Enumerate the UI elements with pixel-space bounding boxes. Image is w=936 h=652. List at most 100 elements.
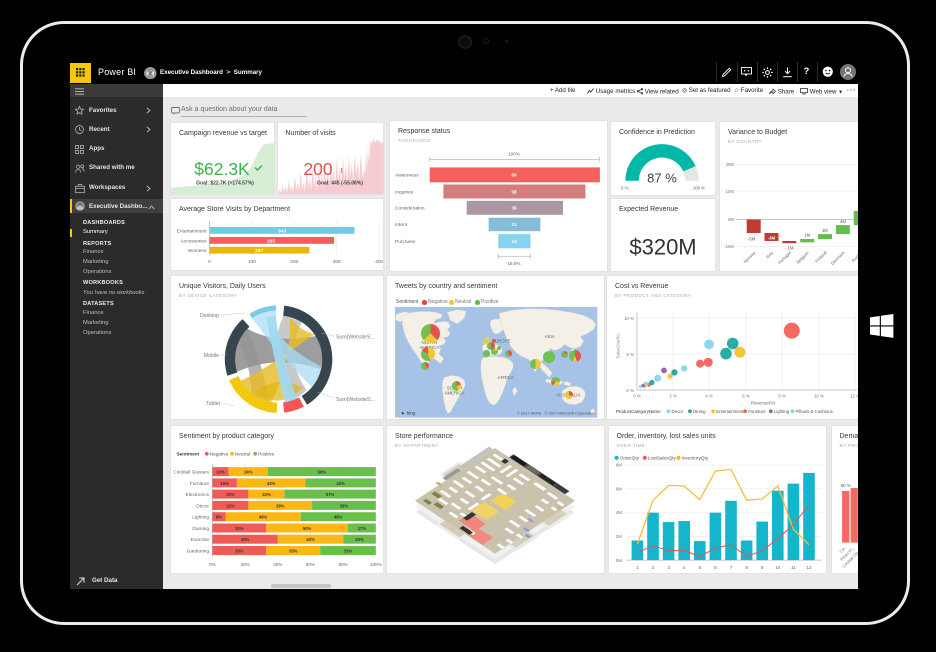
svg-text:Inquiries: Inquiries [395,189,414,195]
svg-text:22%: 22% [226,503,235,508]
svg-text:8M: 8M [615,463,622,468]
svg-text:200: 200 [290,259,298,265]
svg-text:$62.3K: $62.3K [194,159,250,179]
svg-text:39%: 39% [276,503,285,508]
svg-text:5: 5 [698,565,701,570]
svg-text:22%: 22% [262,492,271,497]
svg-text:33%: 33% [235,549,244,554]
svg-text:40%: 40% [241,537,250,542]
svg-text:15%: 15% [220,481,229,486]
svg-text:10 %: 10 % [624,316,634,321]
svg-text:-3M: -3M [768,235,776,240]
svg-text:80%: 80% [338,562,347,567]
svg-text:Electronics: Electronics [186,492,210,498]
svg-text:9: 9 [760,565,763,570]
svg-text:Accessories: Accessories [181,238,207,244]
svg-text:6M: 6M [615,487,622,492]
svg-text:0%: 0% [209,562,216,567]
svg-text:LostSalesQty: LostSalesQty [647,456,676,461]
svg-text:Gardening: Gardening [187,549,210,555]
svg-text:0 %: 0 % [633,394,641,399]
svg-text:46%: 46% [334,515,343,520]
svg-text:3: 3 [667,565,670,570]
svg-text:2M: 2M [615,534,622,539]
svg-text:Awareness: Awareness [395,173,419,179]
svg-text:$320M: $320M [629,235,696,260]
svg-text:Entertainment: Entertainment [716,409,744,414]
svg-text:ProductCategoryName: ProductCategoryName [616,409,661,414]
svg-text:Portugal: Portugal [777,250,792,265]
svg-text:33%: 33% [289,549,298,554]
svg-text:21: 21 [511,222,517,227]
svg-text:8: 8 [745,565,748,570]
svg-text:4: 4 [682,565,685,570]
svg-text:- 1M: - 1M [785,245,794,250]
svg-text:EUROPE: EUROPE [492,338,511,343]
svg-text:295: 295 [267,238,275,244]
svg-text:4M: 4M [615,510,622,515]
svg-text:Gaming: Gaming [192,526,209,532]
svg-text:Pillows & Cushions: Pillows & Cushions [796,409,834,414]
svg-text:SalesCostPct: SalesCostPct [616,333,621,359]
svg-text:Furniture: Furniture [190,481,210,487]
svg-text:8 %: 8 % [778,394,786,399]
svg-text:237: 237 [255,248,263,254]
svg-text:58: 58 [511,189,517,194]
svg-text:ASIA: ASIA [544,334,554,339]
svg-text:5 %: 5 % [626,352,634,357]
svg-text:100: 100 [248,259,256,265]
svg-text:2: 2 [651,565,654,570]
svg-text:!: ! [340,168,342,175]
svg-text:33%: 33% [344,549,353,554]
svg-text:42%: 42% [267,481,276,486]
svg-text:Sentiment: Sentiment [177,452,200,457]
svg-text:Finland: Finland [814,250,828,264]
svg-text:10%: 10% [216,470,225,475]
svg-text:60 %: 60 % [840,483,850,488]
svg-text:Goal: 445 (-55.06%): Goal: 445 (-55.06%) [317,180,363,186]
svg-text:Austria: Austria [850,250,858,263]
svg-text:1: 1 [636,565,639,570]
svg-text:46%: 46% [259,515,268,520]
svg-text:Consideration: Consideration [395,206,425,212]
svg-text:39: 39 [511,206,517,211]
svg-text:© 2017 HERE © 2017 Microsoft: © 2017 HERE © 2017 Microsoft Corporation [517,410,595,415]
svg-text:39%: 39% [340,503,349,508]
svg-text:13: 13 [511,239,517,244]
svg-text:57%: 57% [326,492,335,497]
svg-text:87 %: 87 % [647,171,677,186]
svg-text:40%: 40% [306,537,315,542]
svg-text:4M: 4M [840,219,846,224]
svg-text:Lighting: Lighting [774,409,790,414]
svg-text:24%: 24% [244,470,253,475]
svg-text:343: 343 [278,228,286,234]
svg-text:50%: 50% [303,526,312,531]
svg-text:400: 400 [375,259,383,265]
svg-text:6: 6 [714,565,717,570]
svg-text:Womens: Womens [188,248,207,254]
svg-text:Italy: Italy [765,250,775,260]
svg-text:33%: 33% [235,526,244,531]
svg-text:Tablet: Tablet [206,401,220,407]
svg-text:Denmark: Denmark [830,250,846,266]
svg-text:12: 12 [806,565,812,570]
svg-text:Purchase: Purchase [395,239,416,245]
svg-text:InventoryQty: InventoryQty [681,456,708,461]
svg-text:300: 300 [333,259,341,265]
svg-text:20M: 20M [726,162,735,167]
svg-text:Sum(WebsiteS...: Sum(WebsiteS... [336,397,375,403]
svg-text:-5M: -5M [748,236,756,241]
svg-text:Dining: Dining [693,409,706,414]
svg-text:4 %: 4 % [705,394,713,399]
svg-text:-10M: -10M [724,244,734,249]
svg-text:100%: 100% [370,562,382,567]
svg-text:100 %: 100 % [693,186,705,191]
svg-text:Positive: Positive [258,452,275,457]
svg-text:Desktop: Desktop [200,313,219,319]
svg-text:Negative: Negative [210,452,229,457]
svg-text:0M: 0M [615,558,622,563]
svg-text:0 %: 0 % [626,388,634,393]
svg-text:Belgium: Belgium [795,250,810,265]
svg-text:AMERICA: AMERICA [444,390,464,395]
svg-text:Cocktail Glasses: Cocktail Glasses [173,470,209,476]
